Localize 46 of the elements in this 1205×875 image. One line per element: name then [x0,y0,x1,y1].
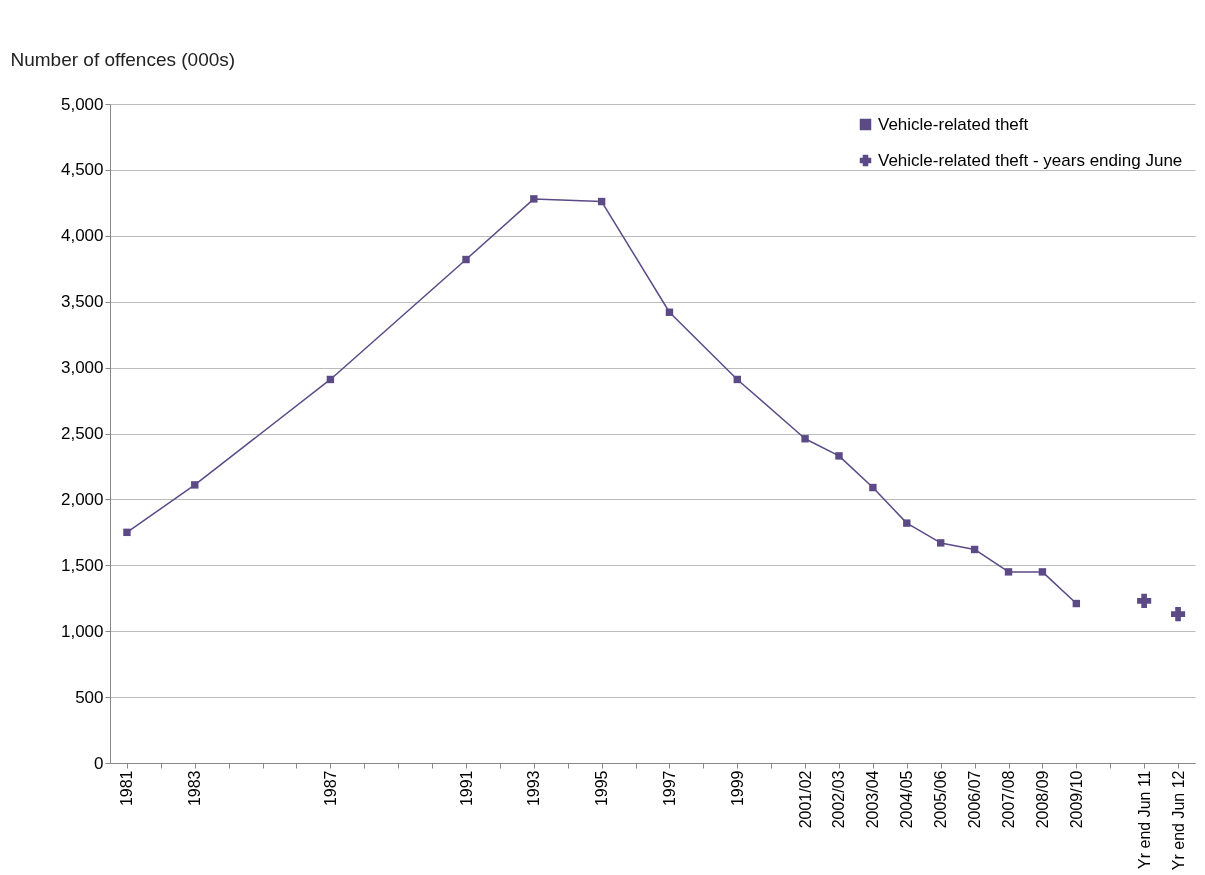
y-tick-label: 2,000 [60,489,104,509]
x-tick-label: 2006/07 [966,770,984,829]
y-tick-label: 4,000 [60,226,104,246]
point [462,255,470,264]
point [123,528,131,537]
x-tick-label: Yr end Jun 12 [1169,770,1187,871]
x-tick-label: 1993 [525,770,543,807]
point [937,539,945,547]
x-tick-label: 1983 [186,770,204,807]
x-tick-label: 2001/02 [796,770,814,829]
x-tick-label: 1999 [728,770,746,807]
y-tick-label: 4,500 [60,160,104,180]
y-tick-label: 500 [75,687,104,707]
x-tick-label: 1997 [660,770,678,807]
point [530,195,538,203]
point [1004,568,1013,576]
y-tick-label: 3,000 [60,358,104,378]
x-tick-label: 2008/09 [1033,770,1051,829]
x-tick-label: 2003/04 [864,770,882,829]
x-tick-label: 1987 [321,770,339,807]
x-tick-label: 2002/03 [830,770,848,829]
legend-label: Vehicle-related theft - years ending June [878,150,1183,170]
point [869,483,877,492]
y-tick-label: 0 [94,753,104,773]
x-tick-label: Yr end Jun 11 [1135,770,1153,869]
point [1038,568,1047,576]
point [903,519,911,527]
y-axis-title: Number of offences (000s) [10,48,236,70]
x-tick-label: 1981 [118,770,136,807]
point [835,452,843,460]
point [801,435,809,443]
point [191,481,199,489]
legend-label: Vehicle-related theft [878,114,1029,134]
y-tick-label: 3,500 [60,292,104,312]
x-tick-label: 1991 [457,770,475,807]
point [1137,593,1152,608]
x-tick-label: 2009/10 [1067,770,1085,829]
x-tick-label: 2005/06 [932,770,950,829]
point [1170,607,1186,622]
x-tick-label: 2007/08 [1000,770,1018,829]
x-tick-label: 2004/05 [898,770,916,829]
y-tick-label: 2,500 [60,424,104,443]
y-tick-label: 1,500 [60,555,104,575]
y-tick-label: 5,000 [60,94,104,114]
y-tick-label: 1,000 [60,621,104,641]
x-tick-label: 1995 [593,770,611,807]
